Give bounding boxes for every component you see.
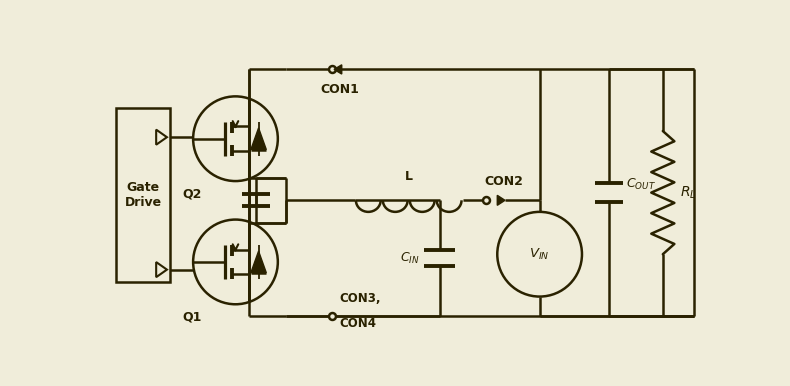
Text: Q1: Q1 bbox=[182, 310, 201, 323]
Polygon shape bbox=[251, 251, 266, 273]
Text: CON1: CON1 bbox=[320, 83, 359, 96]
Text: Gate
Drive: Gate Drive bbox=[125, 181, 162, 209]
Text: $R_L$: $R_L$ bbox=[679, 185, 696, 201]
Bar bbox=[116, 108, 170, 282]
Text: CON3,: CON3, bbox=[340, 292, 381, 305]
Text: L: L bbox=[404, 170, 412, 183]
Text: $C_{OUT}$: $C_{OUT}$ bbox=[626, 178, 656, 193]
Text: CON4: CON4 bbox=[340, 317, 376, 330]
Text: $V_{IN}$: $V_{IN}$ bbox=[529, 247, 550, 262]
Text: $C_{IN}$: $C_{IN}$ bbox=[400, 251, 419, 266]
Text: Q2: Q2 bbox=[182, 187, 201, 200]
Polygon shape bbox=[334, 65, 342, 74]
Polygon shape bbox=[251, 128, 266, 149]
Polygon shape bbox=[497, 195, 505, 205]
Text: CON2: CON2 bbox=[485, 175, 524, 188]
